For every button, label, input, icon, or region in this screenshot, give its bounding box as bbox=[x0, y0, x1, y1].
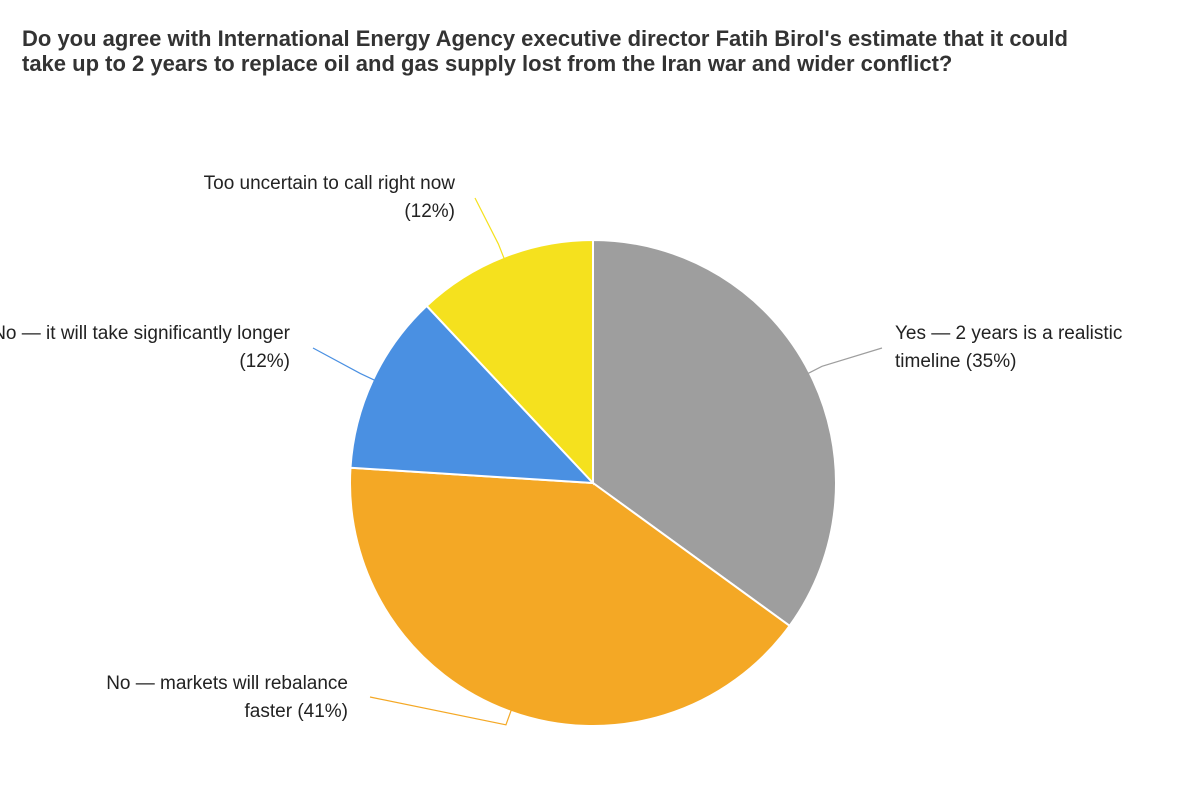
leader-line bbox=[312, 347, 379, 383]
value-label: (12%) bbox=[239, 351, 290, 372]
category-label: No — it will take significantly longer bbox=[0, 323, 290, 344]
chart-title: Do you agree with International Energy A… bbox=[22, 26, 1068, 76]
value-label: (12%) bbox=[404, 201, 455, 222]
slice-label: Yes — 2 years is a realistic timeline (3… bbox=[895, 320, 1185, 376]
value-label: (35%) bbox=[965, 351, 1017, 372]
category-label: No — markets will rebalance faster bbox=[106, 673, 348, 722]
leader-line bbox=[369, 696, 514, 726]
value-label: (41%) bbox=[297, 701, 348, 722]
leader-line bbox=[474, 197, 507, 263]
leader-line bbox=[803, 347, 883, 376]
slice-label: Too uncertain to call right now (12%) bbox=[175, 170, 455, 226]
slice-label: No — it will take significantly longer (… bbox=[0, 320, 290, 376]
slice-label: No — markets will rebalance faster (41%) bbox=[98, 670, 348, 726]
category-label: Too uncertain to call right now bbox=[203, 173, 455, 194]
category-label: Yes — 2 years is a realistic timeline bbox=[895, 323, 1123, 372]
